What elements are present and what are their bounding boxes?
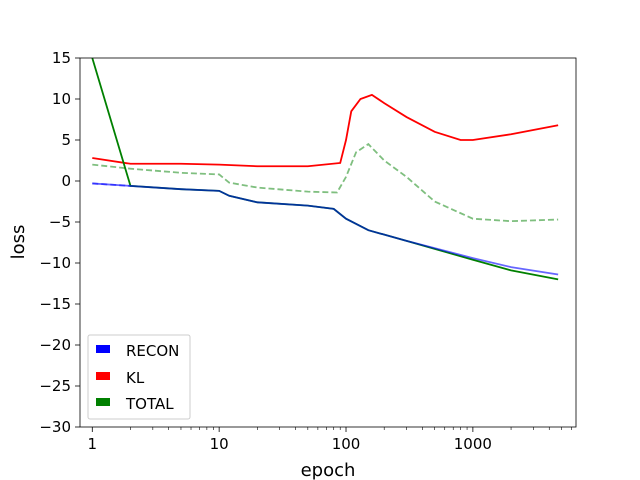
legend-swatch-total (96, 398, 110, 406)
y-tick-label: 10 (52, 90, 71, 108)
y-tick-label: −10 (39, 254, 71, 272)
y-tick-label: −15 (39, 295, 71, 313)
legend-label-total: TOTAL (125, 395, 174, 413)
y-tick-label: −20 (39, 336, 71, 354)
x-tick-label: 10 (210, 435, 229, 453)
series-layer (91, 58, 559, 281)
series-line-kl (92, 93, 559, 168)
legend-label-kl: KL (126, 369, 145, 387)
y-axis-label: loss (8, 225, 29, 260)
plot-frame (79, 57, 577, 428)
y-tick-label: 0 (61, 172, 71, 190)
y-tick-label: −5 (49, 213, 71, 231)
dashed-line-total (92, 142, 559, 223)
y-tick-label: −30 (39, 418, 71, 436)
legend-swatch-recon (96, 345, 110, 353)
x-tick-label: 1000 (454, 435, 492, 453)
y-tick-label: 5 (61, 131, 71, 149)
y-tick-label: 15 (52, 49, 71, 67)
ticks-layer: 1 10 100 1000 15 10 5 0 −5 −10 −15 −20 −25 −30 (39, 49, 572, 453)
x-tick-label: 100 (332, 435, 361, 453)
legend-swatch-kl (96, 372, 110, 380)
legend-label-recon: RECON (126, 342, 179, 360)
legend: RECON KL TOTAL (87, 334, 191, 420)
x-axis-label: epoch (301, 460, 356, 480)
series-line-recon (92, 182, 559, 276)
x-tick-label: 1 (88, 435, 98, 453)
legend-frame (87, 334, 191, 420)
y-tick-label: −25 (39, 377, 71, 395)
